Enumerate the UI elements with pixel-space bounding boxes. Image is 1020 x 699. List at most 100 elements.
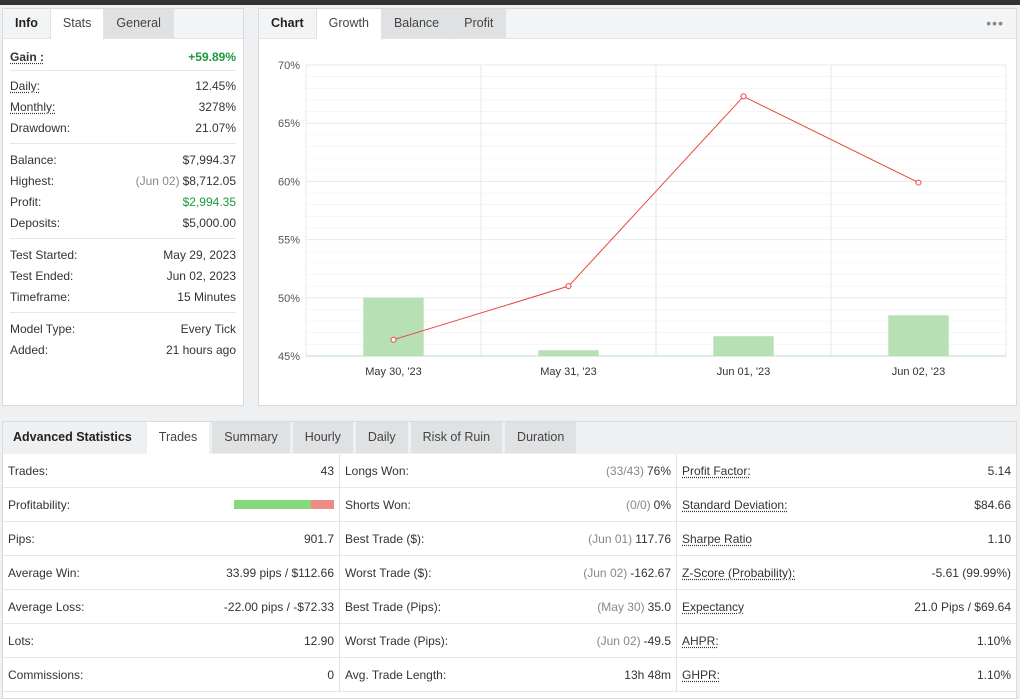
tab-info[interactable]: Info bbox=[3, 9, 51, 38]
tab-balance[interactable]: Balance bbox=[381, 9, 453, 38]
info-label: Balance: bbox=[10, 152, 57, 167]
stat-label: Average Win: bbox=[8, 565, 80, 580]
stat-value: 76% bbox=[646, 463, 671, 478]
gain-label[interactable]: Gain : bbox=[10, 49, 45, 64]
tab-chart[interactable]: Chart bbox=[259, 9, 317, 38]
info-value-wrap: 3278% bbox=[199, 100, 236, 114]
info-value-wrap: May 29, 2023 bbox=[163, 248, 236, 262]
tab-stats[interactable]: Stats bbox=[50, 9, 105, 40]
info-value-wrap: 15 Minutes bbox=[177, 290, 236, 304]
stat-label[interactable]: GHPR: bbox=[682, 667, 721, 682]
stat-label[interactable]: Sharpe Ratio bbox=[682, 531, 753, 546]
info-value-wrap: 21.07% bbox=[195, 121, 236, 135]
stat-label: Trades: bbox=[8, 463, 49, 478]
stat-value: -5.61 (99.99%) bbox=[931, 565, 1011, 580]
info-label[interactable]: Daily: bbox=[10, 78, 41, 93]
gain-row: Gain : +59.89% bbox=[10, 43, 236, 71]
stat-label: Best Trade (Pips): bbox=[345, 599, 442, 614]
info-label: Added: bbox=[10, 342, 49, 357]
stat-label[interactable]: Profit Factor: bbox=[682, 463, 751, 478]
stat-label[interactable]: Standard Deviation: bbox=[682, 497, 788, 512]
info-label: Model Type: bbox=[10, 321, 76, 336]
stat-sub: (Jun 02) bbox=[596, 633, 641, 648]
divider bbox=[10, 238, 236, 239]
info-row: Deposits: $5,000.00 bbox=[10, 212, 236, 233]
stat-row: Commissions: 0 bbox=[3, 658, 339, 692]
info-label: Profit: bbox=[10, 194, 42, 209]
tab-hourly[interactable]: Hourly bbox=[292, 422, 353, 453]
stat-label: Avg. Trade Length: bbox=[345, 667, 447, 682]
tab-growth[interactable]: Growth bbox=[316, 9, 382, 40]
stat-value: 12.90 bbox=[303, 633, 334, 648]
stat-row: Best Trade (Pips): (May 30) 35.0 bbox=[340, 590, 676, 624]
stat-label[interactable]: Expectancy bbox=[682, 599, 745, 614]
stat-value-wrap: 12.90 bbox=[304, 634, 334, 648]
tab-risk-of-ruin[interactable]: Risk of Ruin bbox=[410, 422, 503, 453]
stats-grid: Trades: 43 Profitability: Pips: 901.7 Average… bbox=[3, 454, 1016, 692]
stat-row: Profit Factor: 5.14 bbox=[677, 454, 1016, 488]
stat-row: AHPR: 1.10% bbox=[677, 624, 1016, 658]
chart-panel: Chart Growth Balance Profit ••• 45% 50% 55… bbox=[258, 8, 1017, 406]
stat-value-wrap: (May 30) 35.0 bbox=[597, 600, 671, 614]
stat-value-wrap: 5.14 bbox=[988, 464, 1011, 478]
stat-row: Avg. Trade Length: 13h 48m bbox=[340, 658, 676, 692]
growth-point bbox=[915, 179, 922, 186]
info-value-wrap: Jun 02, 2023 bbox=[167, 269, 236, 283]
info-row: Daily: 12.45% bbox=[10, 75, 236, 96]
stat-label: Worst Trade (Pips): bbox=[345, 633, 449, 648]
chart-tabs: Chart Growth Balance Profit bbox=[259, 9, 1016, 40]
stats-column-2: Longs Won: (33/43) 76% Shorts Won: (0/0) 0% Be… bbox=[340, 454, 677, 692]
info-tabs: Info Stats General bbox=[3, 9, 243, 40]
stat-sub: (0/0) bbox=[625, 497, 651, 512]
stat-sub: (Jun 01) bbox=[588, 531, 633, 546]
stat-label: Longs Won: bbox=[345, 463, 409, 478]
x-tick-label: Jun 02, '23 bbox=[892, 366, 945, 378]
stat-label[interactable]: Z-Score (Probability): bbox=[682, 565, 796, 580]
stat-row: Worst Trade (Pips): (Jun 02) -49.5 bbox=[340, 624, 676, 658]
stat-row: Best Trade ($): (Jun 01) 117.76 bbox=[340, 522, 676, 556]
stats-column-1: Trades: 43 Profitability: Pips: 901.7 Average… bbox=[3, 454, 340, 692]
more-dots-icon[interactable]: ••• bbox=[986, 15, 1004, 31]
info-label: Drawdown: bbox=[10, 120, 71, 135]
stat-row: GHPR: 1.10% bbox=[677, 658, 1016, 692]
info-value: Every Tick bbox=[180, 321, 236, 336]
profitability-lost-fill bbox=[311, 500, 334, 509]
tab-daily[interactable]: Daily bbox=[355, 422, 408, 453]
stat-value-wrap: -5.61 (99.99%) bbox=[932, 566, 1011, 580]
tab-duration[interactable]: Duration bbox=[505, 422, 577, 453]
stat-value: 1.10% bbox=[976, 633, 1011, 648]
bar bbox=[888, 315, 949, 356]
stat-value: 35.0 bbox=[647, 599, 671, 614]
info-row: Profit: $2,994.35 bbox=[10, 191, 236, 212]
stat-value-wrap: (0/0) 0% bbox=[626, 498, 671, 512]
stat-row: Standard Deviation: $84.66 bbox=[677, 488, 1016, 522]
info-row: Drawdown: 21.07% bbox=[10, 117, 236, 138]
stat-value-wrap: (33/43) 76% bbox=[606, 464, 671, 478]
profitability-bar bbox=[234, 500, 334, 509]
info-row: Balance: $7,994.37 bbox=[10, 149, 236, 170]
stat-sub: (May 30) bbox=[597, 599, 645, 614]
stat-value: -22.00 pips / -$72.33 bbox=[223, 599, 334, 614]
stat-value-wrap: 43 bbox=[321, 464, 334, 478]
gain-value: +59.89% bbox=[188, 49, 236, 64]
growth-chart: 45% 50% 55% 60% 65% 70% May 30, '23 May 31, '23… bbox=[278, 60, 1007, 378]
stat-label: Commissions: bbox=[8, 667, 84, 682]
tab-trades[interactable]: Trades bbox=[146, 422, 210, 454]
info-value-wrap: $5,000.00 bbox=[183, 216, 236, 230]
stat-value: 21.0 Pips / $69.64 bbox=[914, 599, 1011, 614]
y-tick-label: 45% bbox=[278, 351, 300, 363]
stat-value-wrap: -22.00 pips / -$72.33 bbox=[224, 600, 334, 614]
tab-summary[interactable]: Summary bbox=[212, 422, 290, 453]
stat-sub: (Jun 02) bbox=[583, 565, 628, 580]
info-label[interactable]: Monthly: bbox=[10, 99, 56, 114]
stat-row: Trades: 43 bbox=[3, 454, 339, 488]
y-tick-label: 55% bbox=[278, 235, 300, 247]
stat-label[interactable]: AHPR: bbox=[682, 633, 719, 648]
stat-value-wrap: 1.10% bbox=[977, 668, 1011, 682]
tab-profit[interactable]: Profit bbox=[452, 9, 507, 38]
stat-value-wrap: 1.10% bbox=[977, 634, 1011, 648]
stat-label: Pips: bbox=[8, 531, 35, 546]
stat-row: Sharpe Ratio 1.10 bbox=[677, 522, 1016, 556]
tab-general[interactable]: General bbox=[104, 9, 174, 38]
stat-value-wrap: 901.7 bbox=[304, 532, 334, 546]
